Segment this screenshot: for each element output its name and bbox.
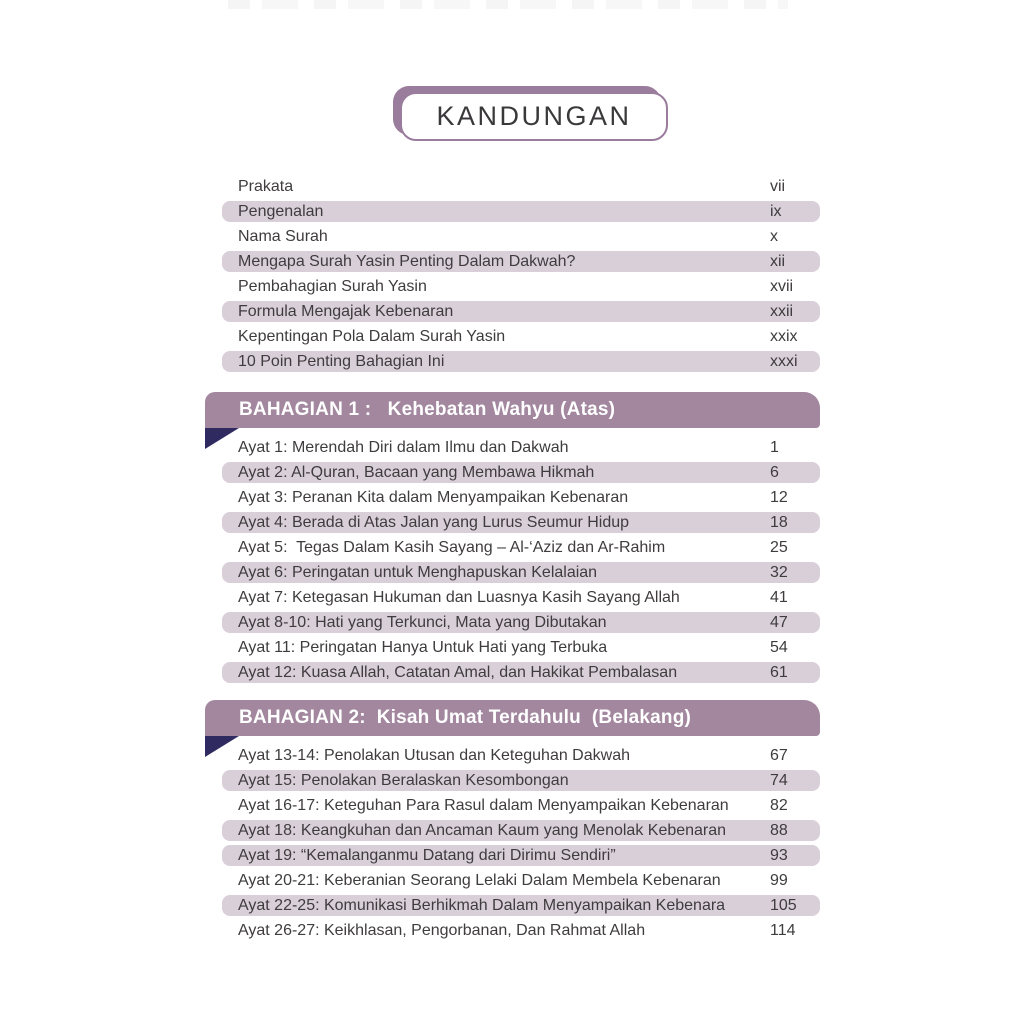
toc-entry-label: Prakata: [238, 178, 294, 195]
toc-entry-label: Ayat 8-10: Hati yang Terkunci, Mata yang…: [238, 614, 607, 631]
toc-entry-page-number: 18: [770, 514, 788, 531]
toc-entry-page-number: 6: [770, 464, 779, 481]
toc-entry-page-number: 105: [770, 897, 797, 914]
toc-entry-page-number: 88: [770, 822, 788, 839]
toc-row: 10 Poin Penting Bahagian Ini xxxi: [222, 351, 820, 372]
toc-entry-page-number: vii: [770, 178, 786, 195]
toc-row: Ayat 16-17: Keteguhan Para Rasul dalam M…: [222, 795, 820, 816]
toc-entry-page-number: 1: [770, 439, 779, 456]
toc-entry-page-number: 74: [770, 772, 788, 789]
section-1-header-band: BAHAGIAN 1 : Kehebatan Wahyu (Atas): [205, 392, 820, 428]
toc-row: Ayat 12: Kuasa Allah, Catatan Amal, dan …: [222, 662, 820, 683]
toc-entry-page-number: ix: [770, 203, 782, 220]
toc-entry-label: Ayat 15: Penolakan Beralaskan Kesombonga…: [238, 772, 569, 789]
toc-entry-label: Ayat 13-14: Penolakan Utusan dan Keteguh…: [238, 747, 630, 764]
section-bahagian-1: BAHAGIAN 1 : Kehebatan Wahyu (Atas) Ayat…: [205, 392, 820, 683]
toc-entry-page-number: 12: [770, 489, 788, 506]
toc-entry-label: Ayat 19: “Kemalanganmu Datang dari Dirim…: [238, 847, 616, 864]
toc-row: Ayat 11: Peringatan Hanya Untuk Hati yan…: [222, 637, 820, 658]
toc-entry-label: Ayat 22-25: Komunikasi Berhikmah Dalam M…: [238, 897, 726, 914]
toc-entry-label: Ayat 5: Tegas Dalam Kasih Sayang – Al-‘A…: [238, 539, 666, 556]
toc-row: Ayat 22-25: Komunikasi Berhikmah Dalam M…: [222, 895, 820, 916]
toc-entry-page-number: x: [770, 228, 778, 245]
toc-entry-label: Ayat 18: Keangkuhan dan Ancaman Kaum yan…: [238, 822, 727, 839]
toc-row: Ayat 4: Berada di Atas Jalan yang Lurus …: [222, 512, 820, 533]
toc-row: Ayat 7: Ketegasan Hukuman dan Luasnya Ka…: [222, 587, 820, 608]
toc-entry-page-number: xxxi: [770, 353, 798, 370]
toc-row: Pembahagian Surah Yasin xvii: [222, 276, 820, 297]
toc-entry-page-number: 61: [770, 664, 788, 681]
toc-entry-label: Ayat 1: Merendah Diri dalam Ilmu dan Dak…: [238, 439, 569, 456]
cropped-page-top-artifact: [228, 0, 788, 9]
toc-row: Prakata vii: [222, 176, 820, 197]
toc-entry-page-number: 54: [770, 639, 788, 656]
toc-entry-label: Ayat 11: Peringatan Hanya Untuk Hati yan…: [238, 639, 608, 656]
section-2-header-band: BAHAGIAN 2: Kisah Umat Terdahulu (Belaka…: [205, 700, 820, 736]
toc-entry-page-number: xxix: [770, 328, 798, 345]
section-1-item-list: Ayat 1: Merendah Diri dalam Ilmu dan Dak…: [222, 437, 820, 683]
toc-entry-label: Ayat 6: Peringatan untuk Menghapuskan Ke…: [238, 564, 598, 581]
toc-entry-page-number: xvii: [770, 278, 794, 295]
toc-entry-label: Ayat 4: Berada di Atas Jalan yang Lurus …: [238, 514, 630, 531]
toc-row: Ayat 6: Peringatan untuk Menghapuskan Ke…: [222, 562, 820, 583]
toc-entry-page-number: 47: [770, 614, 788, 631]
toc-row: Ayat 19: “Kemalanganmu Datang dari Dirim…: [222, 845, 820, 866]
toc-row: Ayat 20-21: Keberanian Seorang Lelaki Da…: [222, 870, 820, 891]
toc-row: Ayat 18: Keangkuhan dan Ancaman Kaum yan…: [222, 820, 820, 841]
toc-entry-page-number: 99: [770, 872, 788, 889]
toc-row: Ayat 1: Merendah Diri dalam Ilmu dan Dak…: [222, 437, 820, 458]
toc-entry-page-number: 114: [770, 922, 796, 939]
toc-entry-page-number: 32: [770, 564, 788, 581]
toc-row: Ayat 3: Peranan Kita dalam Menyampaikan …: [222, 487, 820, 508]
toc-entry-label: Ayat 20-21: Keberanian Seorang Lelaki Da…: [238, 872, 721, 889]
toc-entry-page-number: 93: [770, 847, 788, 864]
toc-entry-label: Ayat 12: Kuasa Allah, Catatan Amal, dan …: [238, 664, 678, 681]
toc-entry-label: Ayat 16-17: Keteguhan Para Rasul dalam M…: [238, 797, 729, 814]
toc-entry-label: Nama Surah: [238, 228, 328, 245]
toc-row: Ayat 26-27: Keikhlasan, Pengorbanan, Dan…: [222, 920, 820, 941]
toc-row: Ayat 8-10: Hati yang Terkunci, Mata yang…: [222, 612, 820, 633]
section-1-heading: BAHAGIAN 1 : Kehebatan Wahyu (Atas): [239, 399, 616, 420]
toc-entry-label: Kepentingan Pola Dalam Surah Yasin: [238, 328, 506, 345]
toc-row: Ayat 15: Penolakan Beralaskan Kesombonga…: [222, 770, 820, 791]
toc-entry-page-number: 25: [770, 539, 788, 556]
toc-entry-label: Ayat 2: Al-Quran, Bacaan yang Membawa Hi…: [238, 464, 595, 481]
toc-row: Formula Mengajak Kebenaran xxii: [222, 301, 820, 322]
section-bahagian-2: BAHAGIAN 2: Kisah Umat Terdahulu (Belaka…: [205, 700, 820, 939]
toc-row: Kepentingan Pola Dalam Surah Yasin xxix: [222, 326, 820, 347]
toc-entry-label: Ayat 26-27: Keikhlasan, Pengorbanan, Dan…: [238, 922, 646, 939]
toc-row: Pengenalan ix: [222, 201, 820, 222]
toc-entry-page-number: 67: [770, 747, 788, 764]
toc-row: Ayat 2: Al-Quran, Bacaan yang Membawa Hi…: [222, 462, 820, 483]
toc-row: Nama Surah x: [222, 226, 820, 247]
toc-row: Ayat 5: Tegas Dalam Kasih Sayang – Al-‘A…: [222, 537, 820, 558]
toc-entry-label: Pembahagian Surah Yasin: [238, 278, 427, 295]
toc-entry-label: 10 Poin Penting Bahagian Ini: [238, 353, 445, 370]
toc-entry-label: Mengapa Surah Yasin Penting Dalam Dakwah…: [238, 253, 576, 270]
toc-row: Mengapa Surah Yasin Penting Dalam Dakwah…: [222, 251, 820, 272]
section-2-item-list: Ayat 13-14: Penolakan Utusan dan Keteguh…: [222, 745, 820, 941]
toc-entry-page-number: xii: [770, 253, 786, 270]
toc-row: Ayat 13-14: Penolakan Utusan dan Keteguh…: [222, 745, 820, 766]
section-2-heading: BAHAGIAN 2: Kisah Umat Terdahulu (Belaka…: [239, 707, 692, 728]
toc-entry-label: Formula Mengajak Kebenaran: [238, 303, 454, 320]
toc-entry-page-number: 82: [770, 797, 788, 814]
toc-entry-page-number: 41: [770, 589, 788, 606]
contents-title-box: KANDUNGAN: [400, 92, 668, 141]
toc-entry-page-number: xxii: [770, 303, 794, 320]
toc-entry-label: Ayat 3: Peranan Kita dalam Menyampaikan …: [238, 489, 629, 506]
toc-entry-label: Pengenalan: [238, 203, 324, 220]
page-title: KANDUNGAN: [436, 101, 632, 131]
front-matter-list: Prakata vii Pengenalan ix Nama Surah x Mengapa…: [222, 176, 820, 376]
toc-entry-label: Ayat 7: Ketegasan Hukuman dan Luasnya Ka…: [238, 589, 680, 606]
